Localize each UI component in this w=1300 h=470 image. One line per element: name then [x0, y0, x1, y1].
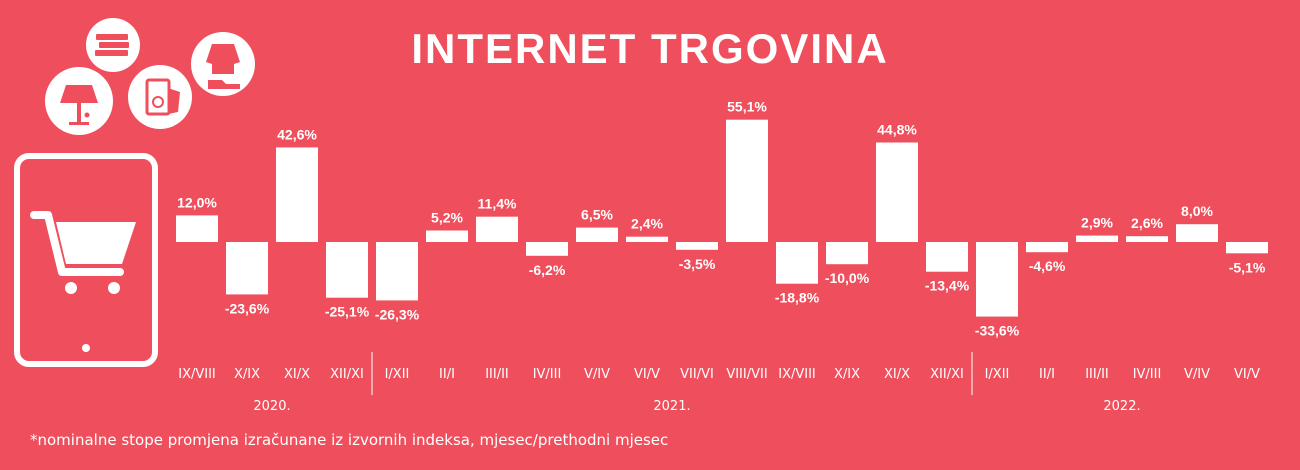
category-label: IV/III — [1133, 367, 1162, 382]
value-label: -18,8% — [775, 290, 820, 306]
category-label: III/II — [1085, 367, 1109, 382]
bar-series: 12,0% -23,6% 42,6% -25,1% -26,3% 5,2% 11,4% -6,… — [176, 99, 1268, 339]
bar — [776, 242, 818, 284]
clothing-icon — [191, 32, 255, 96]
bar — [226, 242, 268, 295]
category-label: II/I — [439, 367, 455, 382]
bar — [176, 215, 218, 242]
shopping-cart-icon — [30, 211, 136, 294]
bar — [1226, 242, 1268, 254]
value-label: 6,5% — [581, 207, 613, 223]
tablet-icon — [14, 153, 158, 367]
value-label: -25,1% — [325, 304, 370, 320]
category-label: IX/VIII — [178, 367, 216, 382]
books-icon — [86, 18, 140, 72]
value-label: 2,6% — [1131, 215, 1163, 231]
category-label: I/XII — [985, 367, 1010, 382]
bar — [626, 236, 668, 242]
bar — [276, 147, 318, 242]
category-label: III/II — [485, 367, 509, 382]
bar — [826, 242, 868, 265]
value-label: -10,0% — [825, 270, 870, 286]
value-label: -4,6% — [1029, 258, 1066, 274]
value-label: 12,0% — [177, 194, 217, 210]
bar — [576, 227, 618, 242]
bar — [1076, 235, 1118, 242]
bar — [1026, 242, 1068, 253]
category-label: VI/V — [1234, 367, 1260, 382]
bar — [976, 242, 1018, 317]
year-label: 2020. — [253, 399, 290, 414]
value-label: 8,0% — [1181, 203, 1213, 219]
washing-machine-icon — [128, 65, 192, 129]
category-label: IV/III — [533, 367, 562, 382]
value-label: -33,6% — [975, 323, 1020, 339]
value-label: 5,2% — [431, 210, 463, 226]
category-label: XII/XI — [330, 367, 364, 382]
category-label: XI/X — [284, 367, 310, 382]
bar — [326, 242, 368, 298]
category-label: VIII/VII — [726, 367, 767, 382]
value-label: 44,8% — [877, 122, 917, 138]
bar — [526, 242, 568, 256]
value-label: -13,4% — [925, 278, 970, 294]
category-label: IX/VIII — [778, 367, 816, 382]
bar — [676, 242, 718, 250]
value-label: -26,3% — [375, 306, 420, 322]
value-label: 11,4% — [478, 196, 517, 212]
chart-title: INTERNET TRGOVINA — [411, 25, 888, 72]
category-label: XII/XI — [930, 367, 964, 382]
value-label: 42,6% — [277, 126, 317, 142]
value-label: -23,6% — [225, 300, 270, 316]
value-label: 2,9% — [1081, 215, 1113, 231]
bar — [1176, 224, 1218, 242]
lamp-icon — [45, 67, 113, 135]
category-label: XI/X — [884, 367, 910, 382]
category-label: VI/V — [634, 367, 660, 382]
bar — [926, 242, 968, 272]
bar — [426, 230, 468, 242]
value-label: -5,1% — [1229, 259, 1266, 275]
year-axis: 2020. 2021. 2022. — [253, 352, 1141, 414]
category-label: V/IV — [1184, 367, 1210, 382]
footnote: *nominalne stope promjena izračunane iz … — [30, 431, 669, 449]
value-label: -6,2% — [529, 262, 566, 278]
bar — [1126, 236, 1168, 242]
category-label: V/IV — [584, 367, 610, 382]
category-axis: IX/VIII X/IX XI/X XII/XI I/XII II/I III/II IV/I… — [178, 367, 1260, 382]
bar — [726, 119, 768, 242]
bar — [876, 142, 918, 242]
value-label: 55,1% — [727, 99, 767, 115]
bar — [476, 216, 518, 242]
category-label: I/XII — [385, 367, 410, 382]
year-label: 2022. — [1103, 399, 1140, 414]
year-label: 2021. — [653, 399, 690, 414]
category-label: VII/VI — [680, 367, 714, 382]
value-label: -3,5% — [679, 256, 716, 272]
category-label: II/I — [1039, 367, 1055, 382]
value-label: 2,4% — [631, 216, 663, 232]
category-label: X/IX — [234, 367, 260, 382]
category-label: X/IX — [834, 367, 860, 382]
bar — [376, 242, 418, 301]
